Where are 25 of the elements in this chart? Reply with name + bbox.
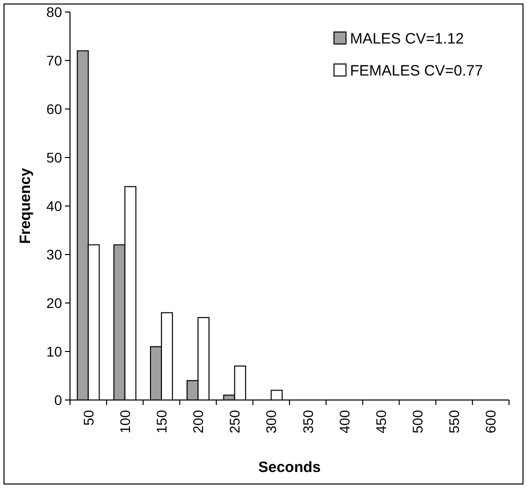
x-tick-label: 600 bbox=[482, 410, 499, 434]
legend-label: FEMALES CV=0.77 bbox=[350, 62, 483, 80]
legend-label: MALES CV=1.12 bbox=[350, 30, 464, 48]
x-tick-label: 200 bbox=[190, 410, 206, 434]
y-axis-title: Frequency bbox=[17, 167, 34, 244]
x-tick-label: 550 bbox=[446, 410, 462, 434]
x-axis-title: Seconds bbox=[258, 459, 321, 476]
x-tick-label: 400 bbox=[336, 410, 352, 434]
y-tick-label: 30 bbox=[46, 246, 62, 262]
y-tick-label: 50 bbox=[46, 149, 62, 166]
y-tick-label: 70 bbox=[46, 52, 62, 68]
x-tick-label: 50 bbox=[80, 410, 96, 426]
x-tick-label: 450 bbox=[372, 410, 389, 434]
y-tick-label: 40 bbox=[46, 198, 62, 214]
y-tick-label: 10 bbox=[46, 343, 62, 360]
x-tick-label: 150 bbox=[153, 410, 170, 434]
y-tick-label: 80 bbox=[46, 4, 62, 20]
x-tick-label: 100 bbox=[116, 410, 133, 434]
x-tick-label: 250 bbox=[226, 410, 243, 434]
x-tick-label: 350 bbox=[300, 410, 316, 434]
y-tick-label: 60 bbox=[46, 100, 62, 117]
y-tick-label: 20 bbox=[46, 294, 62, 311]
x-tick-label: 300 bbox=[263, 410, 280, 434]
x-tick-label: 500 bbox=[410, 410, 426, 434]
y-tick-label: 0 bbox=[54, 392, 62, 408]
